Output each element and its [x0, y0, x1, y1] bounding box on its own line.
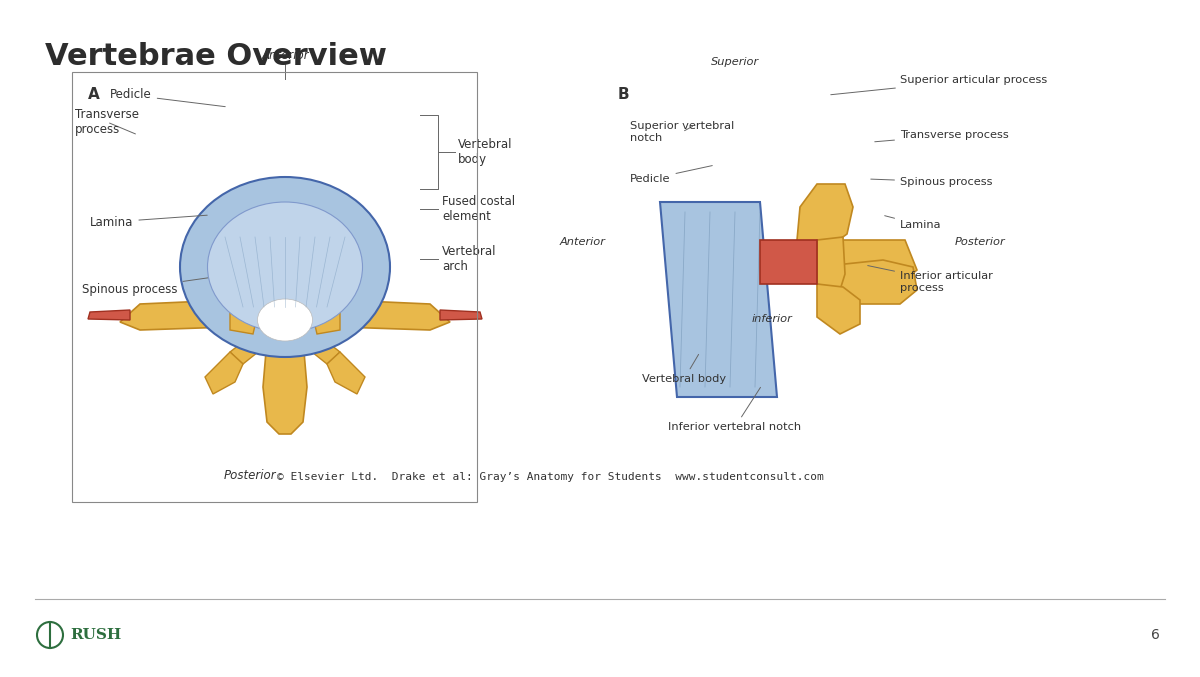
- Text: Anterior: Anterior: [559, 237, 605, 247]
- Text: Vertebrae Overview: Vertebrae Overview: [46, 42, 386, 71]
- Text: © Elsevier Ltd.  Drake et al: Gray’s Anatomy for Students  www.studentconsult.co: © Elsevier Ltd. Drake et al: Gray’s Anat…: [277, 472, 823, 482]
- Polygon shape: [230, 300, 257, 334]
- Polygon shape: [295, 318, 340, 364]
- Text: 6: 6: [1151, 628, 1160, 642]
- Text: Posterior: Posterior: [223, 469, 276, 482]
- Text: Superior vertebral
notch: Superior vertebral notch: [630, 121, 734, 143]
- Polygon shape: [263, 340, 307, 434]
- Polygon shape: [660, 202, 778, 397]
- Text: Transverse process: Transverse process: [875, 130, 1009, 141]
- Text: Spinous process: Spinous process: [871, 177, 992, 187]
- Polygon shape: [817, 284, 860, 334]
- Polygon shape: [817, 237, 845, 290]
- Text: Vertebral
body: Vertebral body: [458, 138, 512, 166]
- Polygon shape: [820, 260, 917, 304]
- Polygon shape: [205, 352, 244, 394]
- Text: Spinous process: Spinous process: [82, 269, 268, 295]
- Polygon shape: [817, 240, 917, 280]
- Text: Pedicle: Pedicle: [630, 166, 713, 184]
- Text: RUSH: RUSH: [70, 628, 121, 642]
- Polygon shape: [760, 240, 817, 284]
- Text: Lamina: Lamina: [90, 215, 208, 229]
- Text: Vertebral
arch: Vertebral arch: [442, 245, 497, 273]
- Text: Posterior: Posterior: [954, 237, 1006, 247]
- Text: inferior: inferior: [751, 314, 792, 324]
- Polygon shape: [797, 184, 853, 257]
- Text: Lamina: Lamina: [884, 216, 942, 230]
- Text: Transverse
process: Transverse process: [74, 108, 139, 136]
- Polygon shape: [230, 318, 275, 364]
- Text: Anterior: Anterior: [262, 49, 308, 62]
- Text: Superior articular process: Superior articular process: [830, 75, 1048, 95]
- Text: Vertebral body: Vertebral body: [642, 354, 726, 384]
- Ellipse shape: [180, 177, 390, 357]
- Polygon shape: [313, 300, 340, 334]
- Text: Pedicle: Pedicle: [110, 89, 226, 107]
- Polygon shape: [440, 310, 482, 320]
- Text: A: A: [88, 87, 100, 102]
- Ellipse shape: [258, 299, 312, 341]
- Text: B: B: [618, 87, 630, 102]
- Text: Inferior vertebral notch: Inferior vertebral notch: [668, 387, 802, 432]
- Text: Fused costal
element: Fused costal element: [442, 195, 515, 223]
- Ellipse shape: [208, 202, 362, 332]
- Polygon shape: [88, 310, 130, 320]
- Polygon shape: [340, 300, 450, 330]
- Text: Inferior articular
process: Inferior articular process: [868, 265, 992, 292]
- Polygon shape: [120, 300, 230, 330]
- Polygon shape: [326, 352, 365, 394]
- Text: Superior: Superior: [710, 57, 760, 67]
